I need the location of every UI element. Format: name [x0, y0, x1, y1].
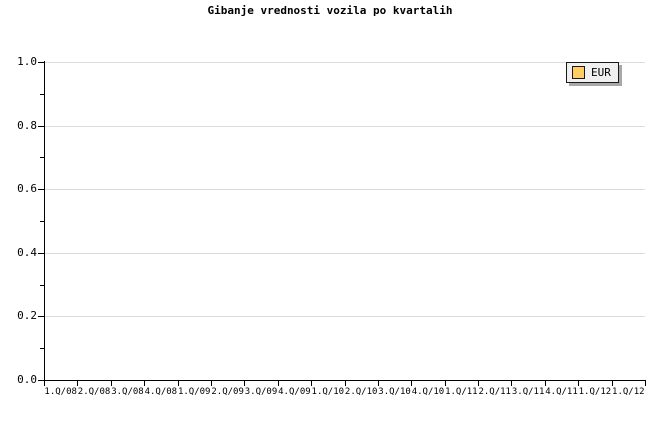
- x-axis-tick: [211, 381, 212, 386]
- gridline: [44, 189, 645, 191]
- y-axis-tick-label: 0.8: [17, 118, 37, 132]
- x-axis-tick-label: 4.Q/10: [411, 387, 445, 397]
- x-axis-tick: [345, 381, 346, 386]
- y-axis-tick-label: 0.6: [17, 182, 37, 196]
- y-axis-minor-tick: [40, 157, 44, 159]
- y-axis-tick: [38, 316, 44, 318]
- x-axis-tick-label: 2.Q/11: [478, 387, 511, 397]
- x-axis-tick: [645, 381, 646, 386]
- x-axis-tick: [578, 381, 579, 386]
- x-axis-tick-label: 4.Q/09: [278, 387, 311, 397]
- y-axis-tick: [38, 62, 44, 63]
- x-axis-tick: [445, 381, 446, 386]
- x-axis-tick-label: 3.Q/09: [244, 387, 278, 397]
- y-axis-minor-tick: [40, 348, 44, 350]
- y-axis-tick-label: 0.2: [17, 309, 37, 323]
- legend-swatch-eur: [572, 66, 585, 79]
- y-axis-tick: [38, 380, 44, 381]
- y-axis-tick: [38, 189, 44, 191]
- x-axis-tick: [144, 381, 145, 386]
- x-axis-tick-label: 1.Q/12: [578, 387, 612, 397]
- x-axis-tick-label: 4.Q/08: [144, 387, 178, 397]
- x-axis-tick: [545, 381, 546, 386]
- x-axis-tick: [77, 381, 78, 386]
- x-axis-tick: [311, 381, 312, 386]
- chart-legend[interactable]: EUR: [566, 62, 619, 83]
- y-axis-minor-tick: [40, 93, 44, 95]
- x-axis-tick: [44, 381, 45, 386]
- x-axis-tick: [411, 381, 412, 386]
- y-axis-labels: 0.0 0.2 0.4 0.6 0.8 1.0: [0, 0, 37, 440]
- x-axis-tick: [511, 381, 512, 386]
- x-axis-tick: [612, 381, 613, 386]
- x-axis-tick: [378, 381, 379, 386]
- y-axis-tick-label: 1.0: [17, 55, 37, 68]
- x-axis-tick-label: 3.Q/11: [511, 387, 545, 397]
- x-axis-tick-label: 2.Q/09: [211, 387, 244, 397]
- plot-area: [44, 62, 645, 380]
- x-axis-tick: [478, 381, 479, 386]
- y-axis-tick: [38, 252, 44, 254]
- legend-label-eur: EUR: [591, 66, 611, 79]
- x-axis-tick-label: 1.Q/11: [445, 387, 478, 397]
- y-axis-tick-label: 0.4: [17, 245, 37, 259]
- x-axis-tick: [111, 381, 112, 386]
- gridline: [44, 125, 645, 127]
- y-axis-minor-tick: [40, 284, 44, 286]
- x-axis-tick: [244, 381, 245, 386]
- x-axis-tick: [178, 381, 179, 386]
- y-axis-tick-label: 0.0: [17, 373, 37, 386]
- y-axis-line: [44, 61, 45, 381]
- x-axis-line: [44, 380, 646, 381]
- y-axis-tick: [38, 125, 44, 127]
- x-axis-tick-label: 1.Q/08: [44, 387, 77, 397]
- x-axis-tick-label: 3.Q/10: [378, 387, 411, 397]
- x-axis-tick-label: 3.Q/08: [111, 387, 144, 397]
- y-axis-minor-tick: [40, 221, 44, 222]
- x-axis-tick-label: 1.Q/10: [311, 387, 345, 397]
- x-axis-tick-label: 1.Q/09: [177, 387, 211, 397]
- x-axis-tick-label: 2.Q/08: [77, 387, 111, 397]
- gridline: [44, 252, 645, 254]
- gridline: [44, 316, 645, 318]
- x-axis-tick-label: 1.Q/12: [612, 387, 645, 397]
- x-axis-tick-label: 2.Q/10: [344, 387, 378, 397]
- chart-title: Gibanje vrednosti vozila po kvartalih: [207, 4, 453, 17]
- x-axis-tick: [278, 381, 279, 386]
- x-axis-tick-label: 4.Q/11: [545, 387, 578, 397]
- gridline: [44, 62, 645, 63]
